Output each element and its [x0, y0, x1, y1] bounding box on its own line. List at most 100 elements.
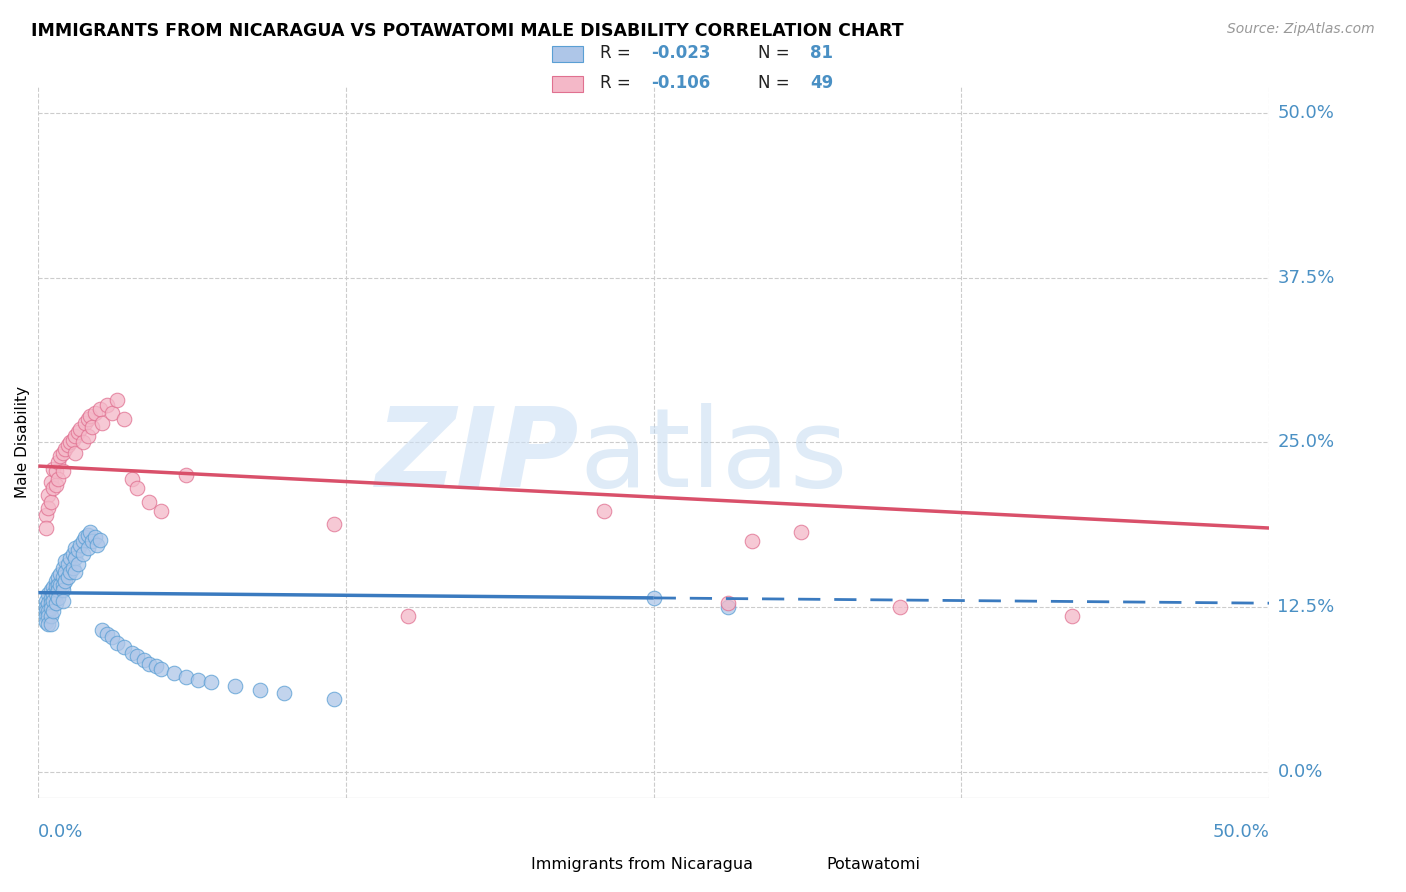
Text: 50.0%: 50.0% — [1212, 823, 1270, 841]
Point — [39, 591, 62, 605]
Point — [101, 406, 124, 420]
Point — [72, 548, 94, 562]
Point — [187, 673, 209, 687]
Point — [96, 626, 118, 640]
Point — [101, 631, 124, 645]
Y-axis label: Male Disability: Male Disability — [15, 386, 30, 499]
Point — [52, 464, 75, 478]
Point — [65, 446, 87, 460]
Text: Immigrants from Nicaragua: Immigrants from Nicaragua — [531, 857, 754, 872]
Point — [49, 449, 72, 463]
Point — [84, 530, 107, 544]
Point — [741, 534, 763, 549]
Point — [39, 494, 62, 508]
Point — [716, 596, 738, 610]
Point — [42, 461, 65, 475]
Point — [52, 582, 75, 597]
Point — [105, 393, 128, 408]
Point — [79, 524, 101, 539]
Point — [790, 524, 813, 539]
Point — [1062, 609, 1084, 624]
Point — [91, 623, 114, 637]
Point — [79, 409, 101, 423]
Point — [56, 570, 79, 584]
Point — [249, 683, 271, 698]
Point — [39, 596, 62, 610]
Point — [37, 501, 59, 516]
Point — [145, 659, 167, 673]
Point — [76, 527, 98, 541]
Point — [55, 565, 77, 579]
Point — [96, 399, 118, 413]
Text: ZIP: ZIP — [377, 403, 579, 510]
Point — [65, 565, 87, 579]
Point — [72, 435, 94, 450]
Point — [37, 609, 59, 624]
Point — [174, 468, 197, 483]
Text: N =: N = — [758, 74, 796, 92]
Point — [76, 411, 98, 425]
Point — [35, 609, 58, 624]
Point — [37, 596, 59, 610]
Text: 50.0%: 50.0% — [1278, 103, 1334, 121]
Point — [46, 578, 69, 592]
Point — [76, 541, 98, 555]
Point — [49, 578, 72, 592]
Point — [114, 411, 136, 425]
Point — [35, 600, 58, 615]
Point — [59, 565, 82, 579]
Point — [49, 567, 72, 582]
Point — [105, 636, 128, 650]
Point — [716, 600, 738, 615]
Text: R =: R = — [600, 44, 636, 62]
Point — [72, 534, 94, 549]
Point — [114, 640, 136, 654]
Point — [66, 557, 89, 571]
Point — [89, 533, 111, 547]
Point — [396, 609, 419, 624]
Text: IMMIGRANTS FROM NICARAGUA VS POTAWATOMI MALE DISABILITY CORRELATION CHART: IMMIGRANTS FROM NICARAGUA VS POTAWATOMI … — [31, 22, 904, 40]
Point — [42, 593, 65, 607]
Point — [65, 551, 87, 566]
Point — [35, 615, 58, 629]
Text: 12.5%: 12.5% — [1278, 599, 1334, 616]
Point — [37, 604, 59, 618]
Point — [45, 587, 67, 601]
Point — [52, 446, 75, 460]
Point — [46, 455, 69, 469]
Point — [42, 604, 65, 618]
Point — [59, 551, 82, 566]
Point — [55, 442, 77, 456]
Point — [46, 570, 69, 584]
Point — [45, 574, 67, 588]
Point — [46, 591, 69, 605]
Point — [75, 416, 97, 430]
Point — [65, 541, 87, 555]
Point — [52, 578, 75, 592]
Point — [42, 482, 65, 496]
Point — [75, 530, 97, 544]
Point — [889, 600, 911, 615]
Point — [52, 593, 75, 607]
Point — [62, 548, 84, 562]
Point — [52, 570, 75, 584]
Point — [224, 679, 246, 693]
Point — [42, 587, 65, 601]
Bar — [551, 76, 582, 92]
Point — [45, 580, 67, 594]
Point — [174, 670, 197, 684]
Point — [55, 554, 77, 568]
Point — [82, 419, 104, 434]
Point — [39, 609, 62, 624]
Text: -0.023: -0.023 — [651, 44, 711, 62]
Point — [52, 560, 75, 574]
Point — [55, 574, 77, 588]
Point — [643, 591, 665, 605]
Point — [150, 504, 173, 518]
Text: N =: N = — [758, 44, 796, 62]
Point — [37, 488, 59, 502]
Point — [45, 596, 67, 610]
Text: R =: R = — [600, 74, 636, 92]
Point — [35, 593, 58, 607]
Text: 49: 49 — [810, 74, 834, 92]
